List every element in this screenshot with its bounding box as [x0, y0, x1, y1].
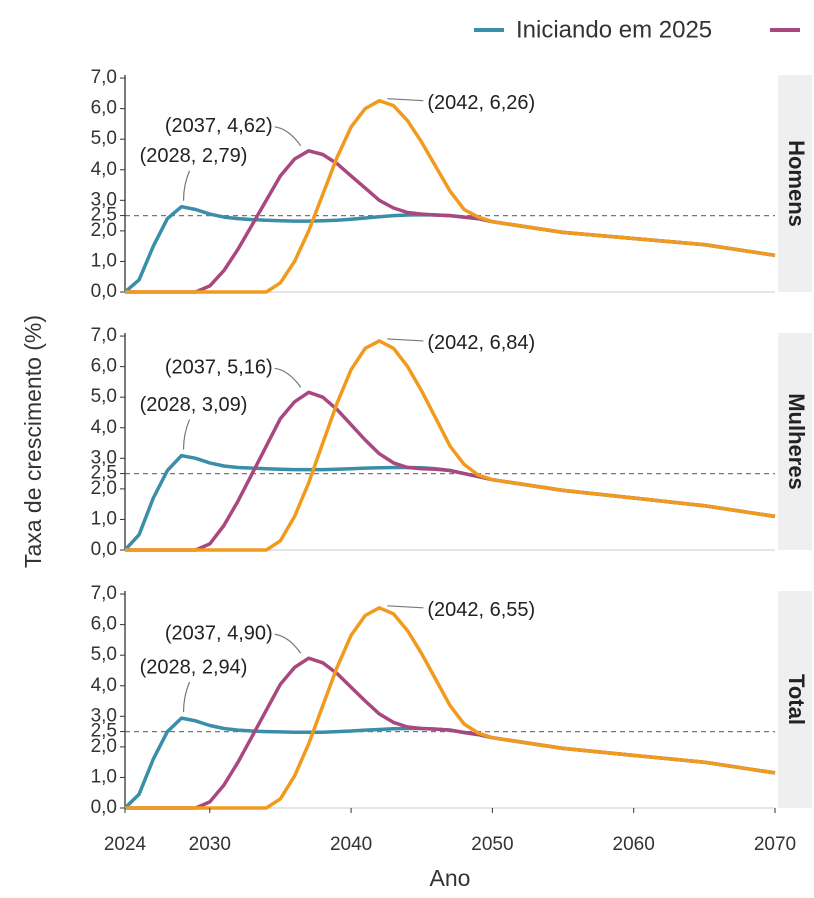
annotation: (2042, 6,26)	[427, 92, 535, 114]
y-axis-label: Taxa de crescimento (%)	[20, 315, 46, 568]
annotation-leader	[274, 633, 302, 654]
annotation: (2028, 3,09)	[140, 394, 248, 416]
x-tick-label: 2024	[104, 834, 147, 855]
facet-strip	[778, 75, 812, 292]
x-axis-label: Ano	[430, 865, 471, 891]
x-tick-label: 2050	[471, 834, 513, 855]
facet-strip	[778, 333, 812, 550]
y-tick-label: 5,0	[91, 644, 117, 665]
y-tick-label: 4,0	[91, 159, 117, 180]
series-line	[125, 606, 776, 810]
y-tick-label: 2,0	[91, 478, 117, 499]
y-tick-label: 1,0	[91, 508, 117, 529]
legend-label: Iniciando em 2025	[516, 16, 712, 43]
annotation: (2028, 2,79)	[140, 145, 248, 167]
annotation: (2042, 6,84)	[427, 332, 535, 354]
annotation-leader	[387, 338, 424, 342]
series-line	[125, 98, 776, 294]
y-tick-label: 7,0	[91, 67, 117, 88]
annotation-leader	[182, 170, 191, 201]
y-tick-label: 7,0	[91, 325, 117, 346]
series-line	[123, 204, 776, 294]
y-tick-label: 5,0	[91, 386, 117, 407]
y-tick-label: 3,0	[91, 447, 117, 468]
annotation-leader	[274, 367, 302, 388]
annotation-leader	[274, 126, 302, 147]
x-tick-label: 2030	[189, 834, 231, 855]
y-tick-label: 3,0	[91, 705, 117, 726]
y-tick-label: 0,0	[91, 797, 117, 818]
y-tick-label: 1,0	[91, 250, 117, 271]
facet-label: Mulheres	[784, 393, 809, 490]
annotation-leader	[387, 98, 424, 102]
series-line	[125, 339, 776, 552]
annotation-leader	[182, 419, 191, 450]
annotation: (2037, 4,62)	[165, 115, 273, 137]
series-line	[125, 149, 776, 294]
y-tick-label: 5,0	[91, 128, 117, 149]
annotation: (2028, 2,94)	[140, 656, 248, 678]
y-tick-label: 2,5	[91, 205, 117, 226]
facet-label: Homens	[784, 140, 809, 227]
y-tick-label: 6,0	[91, 98, 117, 119]
y-tick-label: 4,0	[91, 675, 117, 696]
y-tick-label: 6,0	[91, 356, 117, 377]
facet-label: Total	[784, 674, 809, 725]
series-line	[125, 656, 776, 810]
x-tick-label: 2060	[613, 834, 655, 855]
annotation: (2037, 5,16)	[165, 357, 273, 379]
annotation: (2037, 4,90)	[165, 623, 273, 645]
y-tick-label: 1,0	[91, 766, 117, 787]
y-tick-label: 7,0	[91, 583, 117, 604]
y-tick-label: 4,0	[91, 417, 117, 438]
facet-strip	[778, 591, 812, 808]
x-tick-label: 2070	[754, 834, 796, 855]
series-line	[125, 390, 776, 552]
x-tick-label: 2040	[330, 834, 372, 855]
y-tick-label: 0,0	[91, 281, 117, 302]
y-tick-label: 6,0	[91, 614, 117, 635]
y-tick-label: 3,0	[91, 189, 117, 210]
annotation: (2042, 6,55)	[427, 599, 535, 621]
y-tick-label: 0,0	[91, 539, 117, 560]
annotation-leader	[387, 605, 424, 609]
annotation-leader	[182, 681, 191, 713]
y-tick-label: 2,5	[91, 463, 117, 484]
y-tick-label: 2,0	[91, 220, 117, 241]
y-tick-label: 2,5	[91, 721, 117, 742]
y-tick-label: 2,0	[91, 736, 117, 757]
